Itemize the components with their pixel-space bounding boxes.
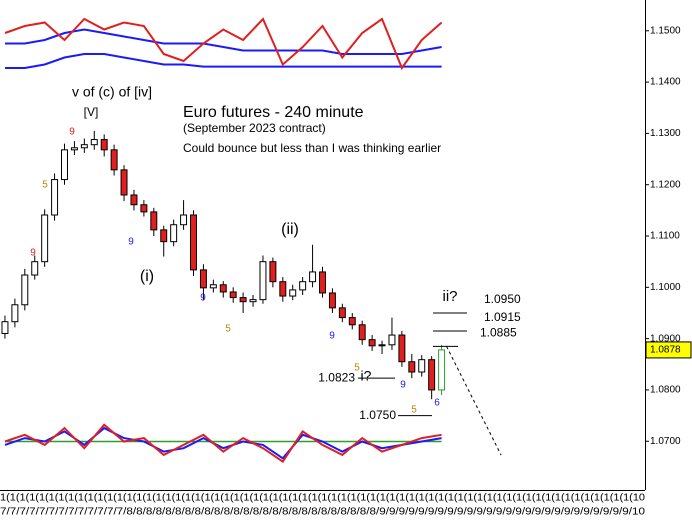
wave-label: 5 bbox=[411, 405, 417, 416]
y-tick-label: 1.1200 bbox=[650, 179, 681, 190]
wave-label: 5 bbox=[225, 324, 231, 335]
candle-body bbox=[31, 261, 39, 276]
chart-subtitle: (September 2023 contract) bbox=[183, 121, 326, 135]
candle-body bbox=[150, 211, 158, 231]
oscillator-line bbox=[5, 53, 442, 69]
level-label: 1.0823 bbox=[318, 370, 355, 384]
candle-body bbox=[80, 144, 88, 149]
candle-body bbox=[319, 271, 326, 294]
wave-label: 9 bbox=[69, 127, 75, 138]
wave-label: 9 bbox=[128, 237, 134, 248]
candle-body bbox=[219, 284, 227, 293]
candle-body bbox=[348, 317, 356, 326]
candle-body bbox=[90, 139, 98, 146]
candle-body bbox=[309, 271, 317, 283]
candle-body bbox=[70, 147, 78, 151]
wave-label: v of (c) of [iv] bbox=[72, 84, 152, 100]
candle-body bbox=[418, 359, 426, 373]
y-tick-label: 1.1000 bbox=[650, 282, 681, 293]
candle-body bbox=[209, 284, 217, 289]
level-label: 1.0885 bbox=[480, 326, 517, 340]
wave-label: 9 bbox=[400, 380, 406, 391]
oscillator-line bbox=[4, 423, 442, 463]
candle-body bbox=[259, 261, 267, 301]
candle-body bbox=[21, 274, 29, 306]
candle-body bbox=[289, 289, 297, 297]
price-tag-label: 1.0878 bbox=[650, 345, 681, 356]
candle-body bbox=[160, 229, 168, 243]
wave-label: [V] bbox=[84, 105, 99, 119]
y-tick-label: 1.1500 bbox=[650, 25, 681, 36]
y-tick-label: 1.0900 bbox=[650, 333, 681, 344]
candle-body bbox=[140, 204, 148, 213]
candle-body bbox=[328, 292, 336, 309]
candle-body bbox=[299, 281, 307, 291]
projection-line bbox=[446, 346, 502, 456]
wave-label: i? bbox=[361, 368, 372, 384]
candle-body bbox=[368, 339, 376, 347]
level-label: 1.0750 bbox=[359, 408, 396, 422]
candle-body bbox=[199, 269, 207, 289]
candle-body bbox=[408, 361, 416, 373]
price-tag bbox=[645, 341, 692, 359]
candle-body bbox=[388, 334, 396, 346]
wave-label: 5 bbox=[42, 180, 48, 191]
candle-body bbox=[180, 214, 188, 226]
wave-label: 9 bbox=[329, 331, 335, 342]
wave-label: (ii) bbox=[281, 221, 299, 238]
y-tick-label: 1.1100 bbox=[650, 231, 680, 242]
candle-body bbox=[170, 224, 178, 243]
candle-body bbox=[438, 349, 446, 391]
candle-body bbox=[11, 304, 19, 323]
candle-body bbox=[378, 344, 386, 347]
candle-body bbox=[358, 324, 366, 341]
wave-label: 5 bbox=[354, 363, 360, 374]
oscillator-line bbox=[5, 28, 442, 55]
candle-body bbox=[279, 281, 287, 297]
y-tick-label: 1.0800 bbox=[650, 385, 681, 396]
level-label: 1.0950 bbox=[484, 292, 521, 306]
candle-body bbox=[61, 149, 68, 181]
candle-body bbox=[130, 194, 138, 206]
x-axis-labels: 7/7/7/7/7/7/7/7/7/7/7/7/7/8/8/8/8/8/8/8/… bbox=[0, 507, 646, 518]
chart-title: Euro futures - 240 minute bbox=[183, 104, 364, 121]
y-tick-label: 1.0700 bbox=[650, 436, 681, 447]
candle-body bbox=[110, 149, 118, 171]
candle-body bbox=[338, 307, 346, 319]
candle-body bbox=[229, 291, 237, 299]
candle-body bbox=[249, 299, 257, 303]
wave-label: ii? bbox=[442, 288, 457, 305]
y-tick-label: 1.1400 bbox=[650, 77, 681, 88]
x-axis-labels: 1(1(1(1(1(1(1(1(1(1(1(1(1(1(1(1(1(1(1(1(… bbox=[0, 493, 645, 504]
y-tick-label: 1.1300 bbox=[650, 128, 681, 139]
candle-body bbox=[120, 169, 128, 196]
wave-label: 9 bbox=[200, 293, 206, 304]
candle-body bbox=[41, 214, 49, 263]
candle-body bbox=[239, 297, 247, 303]
candle-body bbox=[1, 321, 9, 335]
candle-body bbox=[51, 179, 59, 216]
candle-body bbox=[398, 334, 406, 363]
level-label: 1.0915 bbox=[484, 310, 521, 324]
candle-body bbox=[100, 139, 108, 151]
candle-body bbox=[190, 214, 197, 271]
candle-body bbox=[269, 261, 277, 283]
wave-label: 6 bbox=[434, 398, 440, 409]
oscillator-line bbox=[4, 17, 443, 71]
candle-body bbox=[428, 359, 436, 391]
wave-label: (i) bbox=[140, 268, 154, 285]
wave-label: 9 bbox=[30, 248, 36, 259]
chart-note: Could bounce but less than I was thinkin… bbox=[183, 141, 441, 155]
